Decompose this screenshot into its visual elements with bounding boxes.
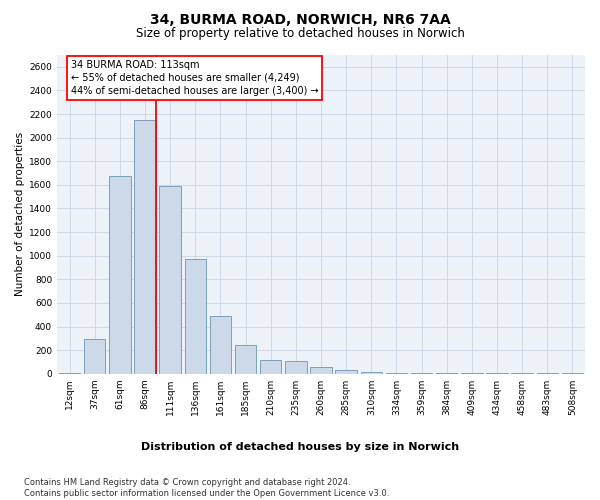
Bar (361, 372, 382, 374)
Text: Contains HM Land Registry data © Crown copyright and database right 2024.
Contai: Contains HM Land Registry data © Crown c… (24, 478, 389, 498)
Bar (260, 360, 281, 374)
Y-axis label: Number of detached properties: Number of detached properties (15, 132, 25, 296)
Bar (511, 373, 533, 374)
Text: Size of property relative to detached houses in Norwich: Size of property relative to detached ho… (136, 28, 464, 40)
Bar (536, 373, 558, 374)
Bar (160, 186, 181, 374)
Bar (335, 370, 357, 374)
Bar (134, 120, 156, 374)
Bar (285, 361, 307, 374)
Bar (84, 339, 106, 374)
Bar (185, 259, 206, 374)
Text: 34, BURMA ROAD, NORWICH, NR6 7AA: 34, BURMA ROAD, NORWICH, NR6 7AA (149, 12, 451, 26)
Bar (310, 368, 332, 374)
Bar (461, 373, 482, 374)
Bar (386, 373, 407, 374)
Bar (562, 372, 583, 374)
Text: 34 BURMA ROAD: 113sqm
← 55% of detached houses are smaller (4,249)
44% of semi-d: 34 BURMA ROAD: 113sqm ← 55% of detached … (71, 60, 319, 96)
Bar (235, 346, 256, 374)
Bar (59, 372, 80, 374)
Text: Distribution of detached houses by size in Norwich: Distribution of detached houses by size … (141, 442, 459, 452)
Bar (210, 316, 231, 374)
Bar (109, 176, 131, 374)
Bar (436, 373, 457, 374)
Bar (411, 372, 432, 374)
Bar (487, 372, 508, 374)
